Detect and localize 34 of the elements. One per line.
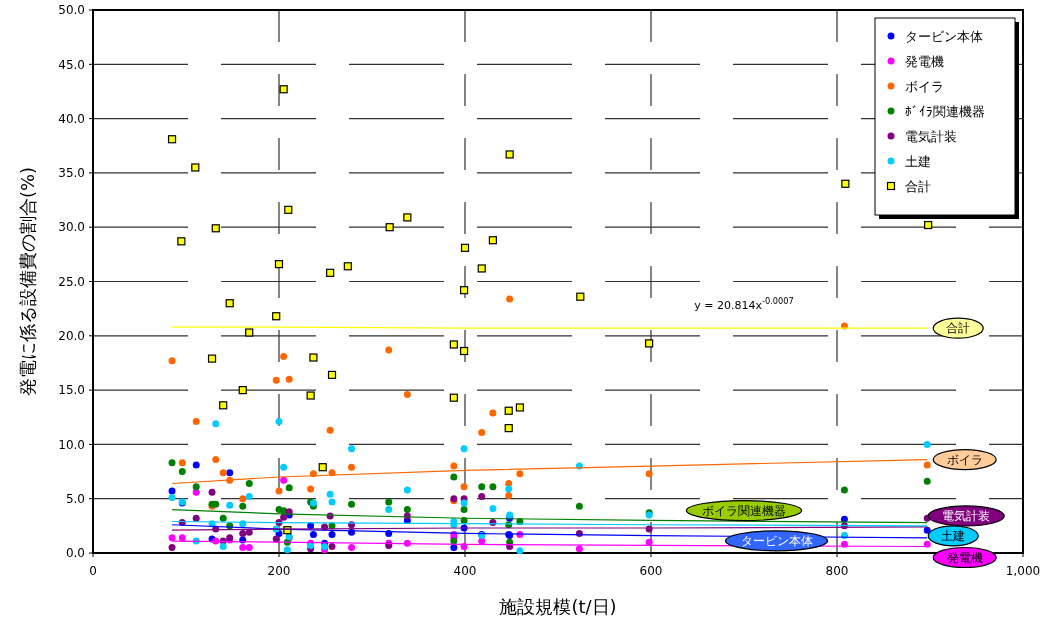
x-tick-label: 0 <box>89 564 97 578</box>
y-axis-title: 発電に係る設備費の割合(%) <box>17 166 38 397</box>
x-axis-title: 施設規模(t/日) <box>499 596 617 617</box>
legend-label: 合計 <box>905 178 931 194</box>
legend-label: 土建 <box>905 153 931 169</box>
y-tick-label: 45.0 <box>58 57 85 72</box>
y-tick-label: 40.0 <box>58 111 85 126</box>
y-tick-label: 0.0 <box>65 546 85 561</box>
legend-label: タービン本体 <box>905 28 983 44</box>
series-label: タービン本体 <box>740 534 813 548</box>
series-label: 発電機 <box>946 550 983 565</box>
series-label: ボイラ関連機器 <box>702 503 786 518</box>
x-tick-label: 200 <box>267 564 291 578</box>
x-tick-label: 1,000 <box>1005 564 1041 578</box>
y-tick-label: 30.0 <box>58 220 85 235</box>
y-tick-label: 15.0 <box>58 383 85 398</box>
y-tick-label: 35.0 <box>58 166 85 181</box>
series-label: 電気計装 <box>942 509 991 524</box>
y-tick-label: 25.0 <box>58 274 85 289</box>
series-label: ボイラ <box>946 452 983 467</box>
y-tick-label: 5.0 <box>65 491 85 506</box>
series-label: 合計 <box>946 321 971 336</box>
x-tick-label: 800 <box>825 564 849 578</box>
x-tick-label: 600 <box>639 564 663 578</box>
x-tick-label: 400 <box>453 564 477 578</box>
legend-label: 発電機 <box>905 53 944 69</box>
legend-label: ボイラ <box>905 78 944 94</box>
y-tick-label: 10.0 <box>58 437 85 452</box>
legend-label: ﾎﾞｲﾗ関連機器 <box>905 103 985 119</box>
series-label: 土建 <box>941 529 966 544</box>
y-tick-label: 20.0 <box>58 329 85 343</box>
y-tick-label: 50.0 <box>58 3 85 18</box>
annotation: y = 20.814x$^{-0.0007}$ <box>694 296 794 313</box>
legend-label: 電気計装 <box>905 128 957 144</box>
